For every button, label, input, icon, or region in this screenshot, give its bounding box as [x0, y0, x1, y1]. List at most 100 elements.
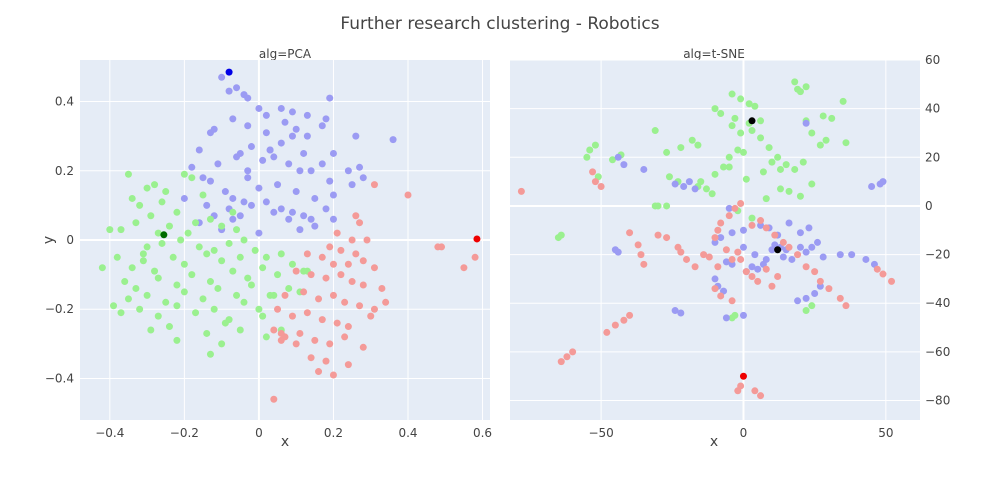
tsne-point-green[interactable]: [816, 141, 824, 149]
pca-point-blue[interactable]: [292, 125, 300, 133]
tsne-point-blue[interactable]: [722, 314, 730, 322]
pca-point-red[interactable]: [315, 295, 323, 303]
pca-point-red[interactable]: [277, 329, 285, 337]
tsne-point-green[interactable]: [688, 136, 696, 144]
tsne-point-red[interactable]: [731, 204, 739, 212]
tsne-point-red[interactable]: [836, 294, 844, 302]
pca-point-green[interactable]: [162, 188, 170, 196]
tsne-point-black_center[interactable]: [774, 246, 782, 254]
pca-point-green[interactable]: [173, 336, 181, 344]
tsne-point-red[interactable]: [754, 277, 762, 285]
tsne-point-red[interactable]: [762, 265, 770, 273]
tsne-point-blue[interactable]: [848, 251, 856, 259]
pca-point-red[interactable]: [337, 246, 345, 254]
tsne-point-red[interactable]: [774, 272, 782, 280]
pca-point-blue[interactable]: [255, 104, 263, 112]
pca-point-blue[interactable]: [188, 163, 196, 171]
pca-point-green[interactable]: [143, 291, 151, 299]
tsne-point-blue[interactable]: [739, 311, 747, 319]
pca-point-blue[interactable]: [285, 160, 293, 168]
pca-point-red[interactable]: [329, 260, 337, 268]
pca-point-green[interactable]: [143, 243, 151, 251]
pca-point-blue[interactable]: [247, 201, 255, 209]
tsne-point-red[interactable]: [711, 285, 719, 293]
pca-point-green[interactable]: [117, 309, 125, 317]
tsne-point-blue[interactable]: [722, 258, 730, 266]
pca-point-green[interactable]: [165, 323, 173, 331]
tsne-point-red[interactable]: [748, 272, 756, 280]
pca-point-green[interactable]: [277, 250, 285, 258]
pca-point-blue[interactable]: [206, 129, 214, 137]
pca-point-blue[interactable]: [229, 115, 237, 123]
pca-point-blue[interactable]: [281, 118, 289, 126]
tsne-point-red[interactable]: [728, 255, 736, 263]
tsne-point-red[interactable]: [842, 302, 850, 310]
tsne-point-blue[interactable]: [671, 180, 679, 188]
pca-point-green[interactable]: [300, 267, 308, 275]
pca-point-red[interactable]: [329, 291, 337, 299]
pca-point-green[interactable]: [154, 229, 162, 237]
tsne-point-green[interactable]: [720, 163, 728, 171]
pca-point-blue[interactable]: [288, 108, 296, 116]
pca-point-red[interactable]: [288, 312, 296, 320]
tsne-point-blue[interactable]: [762, 255, 770, 263]
tsne-point-blue[interactable]: [794, 297, 802, 305]
pca-point-blue[interactable]: [329, 191, 337, 199]
tsne-point-red[interactable]: [626, 311, 634, 319]
tsne-point-blue[interactable]: [811, 290, 819, 298]
tsne-point-green[interactable]: [748, 214, 756, 222]
pca-point-red[interactable]: [329, 371, 337, 379]
tsne-point-green[interactable]: [728, 90, 736, 98]
pca-point-blue[interactable]: [326, 177, 334, 185]
pca-point-blue[interactable]: [270, 208, 278, 216]
pca-point-blue[interactable]: [311, 222, 319, 230]
tsne-point-green[interactable]: [774, 153, 782, 161]
tsne-point-green[interactable]: [663, 148, 671, 156]
tsne-point-red_center[interactable]: [739, 372, 747, 380]
pca-point-red[interactable]: [318, 253, 326, 261]
tsne-point-black_center[interactable]: [748, 117, 756, 125]
pca-point-red[interactable]: [292, 340, 300, 348]
tsne-point-green[interactable]: [839, 97, 847, 105]
pca-point-red[interactable]: [326, 243, 334, 251]
tsne-point-red[interactable]: [611, 321, 619, 329]
pca-point-blue[interactable]: [274, 181, 282, 189]
pca-point-blue[interactable]: [270, 153, 278, 161]
pca-point-green[interactable]: [240, 298, 248, 306]
pca-point-red[interactable]: [318, 316, 326, 324]
pca-point-green[interactable]: [288, 260, 296, 268]
pca-point-green[interactable]: [143, 184, 151, 192]
pca-point-blue[interactable]: [352, 132, 360, 140]
pca-point-blue[interactable]: [236, 212, 244, 220]
tsne-point-blue[interactable]: [739, 226, 747, 234]
tsne-point-blue[interactable]: [640, 165, 648, 173]
pca-point-green[interactable]: [225, 239, 233, 247]
pca-point-green[interactable]: [184, 229, 192, 237]
tsne-point-red[interactable]: [802, 263, 810, 271]
pca-point-red[interactable]: [344, 260, 352, 268]
pca-point-blue[interactable]: [247, 143, 255, 151]
pca-point-blue[interactable]: [300, 212, 308, 220]
tsne-point-red[interactable]: [714, 226, 722, 234]
tsne-point-green[interactable]: [663, 202, 671, 210]
pca-point-green[interactable]: [203, 250, 211, 258]
tsne-point-red[interactable]: [563, 353, 571, 361]
tsne-point-green[interactable]: [725, 153, 733, 161]
pca-point-blue[interactable]: [322, 205, 330, 213]
pca-point-red[interactable]: [333, 229, 341, 237]
tsne-point-green[interactable]: [731, 311, 739, 319]
pca-point-green[interactable]: [173, 302, 181, 310]
tsne-point-blue[interactable]: [805, 224, 813, 232]
pca-point-green[interactable]: [218, 340, 226, 348]
pca-point-green[interactable]: [255, 305, 263, 313]
tsne-point-green[interactable]: [808, 180, 816, 188]
tsne-point-blue[interactable]: [779, 253, 787, 261]
pca-point-blue[interactable]: [329, 215, 337, 223]
tsne-point-red[interactable]: [879, 270, 887, 278]
tsne-point-green[interactable]: [776, 185, 784, 193]
pca-point-blue[interactable]: [221, 188, 229, 196]
tsne-point-red[interactable]: [597, 182, 605, 190]
pca-point-green[interactable]: [173, 281, 181, 289]
pca-point-red[interactable]: [359, 343, 367, 351]
pca-point-green[interactable]: [192, 219, 200, 227]
